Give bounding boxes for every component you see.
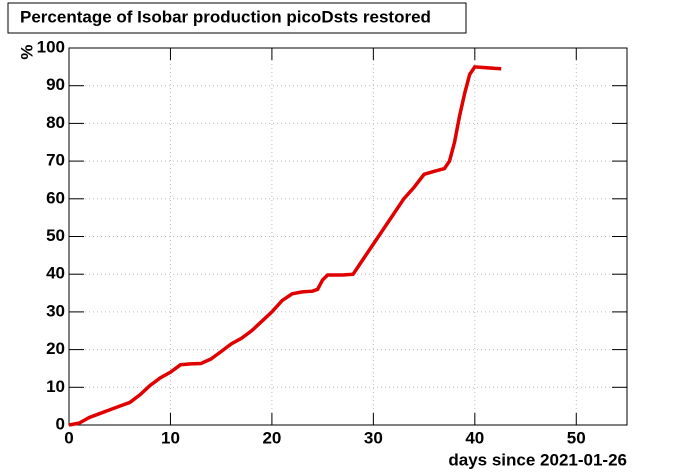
y-tick-label: 80: [46, 113, 65, 132]
x-axis-label: days since 2021-01-26: [448, 450, 627, 469]
y-tick-label: 50: [46, 226, 65, 245]
plot-frame: [68, 47, 628, 426]
y-tick-label: 90: [46, 75, 65, 94]
y-axis-label: %: [17, 44, 36, 59]
y-tick-label: 30: [46, 301, 65, 320]
x-tick-label: 20: [262, 428, 281, 447]
y-tick-label: 60: [46, 188, 65, 207]
x-tick-label: 50: [567, 428, 586, 447]
y-tick-label: 100: [37, 37, 65, 56]
x-tick-label: 0: [64, 428, 73, 447]
y-tick-label: 20: [46, 339, 65, 358]
x-tick-label: 10: [161, 428, 180, 447]
y-tick-label: 10: [46, 377, 65, 396]
x-tick-label: 40: [465, 428, 484, 447]
chart-title: Percentage of Isobar production picoDsts…: [20, 7, 431, 26]
y-tick-label: 0: [56, 414, 65, 433]
x-tick-label: 30: [364, 428, 383, 447]
y-tick-label: 70: [46, 151, 65, 170]
data-line: [68, 65, 502, 427]
y-tick-label: 40: [46, 264, 65, 283]
title-box: [7, 2, 467, 34]
